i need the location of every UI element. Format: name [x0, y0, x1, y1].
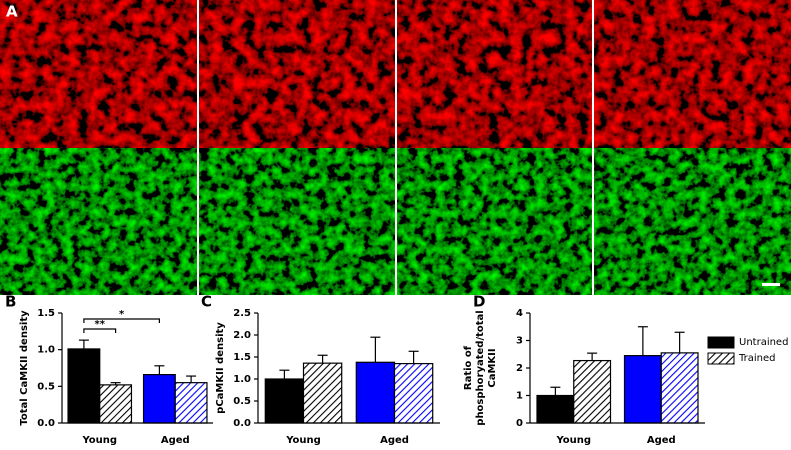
panel-label: C: [201, 293, 212, 311]
x-tick-label: Aged: [647, 435, 676, 446]
significance-bracket: [83, 318, 160, 323]
y-axis-label: CaMKII: [487, 348, 498, 387]
bar: [393, 363, 434, 424]
y-axis-label: pCaMKII density: [215, 322, 226, 414]
panel-label: A: [6, 3, 18, 21]
y-axis-label: Ratio of: [463, 345, 474, 390]
micrographs: A: [0, 0, 791, 295]
x-tick-label: Aged: [380, 435, 409, 446]
divider: [197, 0, 199, 295]
divider: [395, 0, 397, 295]
y-axis-label: phosphoryated/total: [475, 310, 486, 425]
significance-label: *: [119, 309, 125, 320]
divider: [592, 0, 594, 295]
bar: [99, 384, 133, 424]
significance-bracket: [83, 328, 117, 333]
significance-label: **: [95, 319, 106, 330]
bar: [573, 359, 612, 424]
y-tick-label: 0.5: [37, 381, 55, 392]
y-tick-label: 1.5: [37, 308, 55, 319]
bar: [623, 355, 662, 424]
bar: [142, 374, 176, 424]
y-tick-label: 2.5: [233, 308, 251, 319]
x-tick-label: Aged: [161, 435, 190, 446]
legend-label: Untrained: [739, 337, 788, 348]
y-tick-label: 0: [516, 418, 523, 429]
y-axis-label: Total CaMKII density: [19, 310, 30, 426]
y-tick-label: 1.0: [233, 374, 251, 385]
y-tick-label: 1.5: [233, 352, 251, 363]
y-tick-label: 0.5: [233, 396, 251, 407]
bar: [264, 378, 305, 424]
y-tick-label: 0.0: [37, 418, 55, 429]
y-tick-label: 4: [516, 308, 523, 319]
legend-swatch: [707, 352, 735, 365]
x-tick-label: Young: [81, 435, 117, 446]
scale-bar: [762, 283, 780, 286]
bar: [174, 382, 208, 424]
legend-label: Trained: [738, 353, 776, 364]
y-tick-label: 3: [516, 336, 523, 347]
bar: [536, 394, 575, 424]
x-tick-label: Young: [285, 435, 321, 446]
x-tick-label: Young: [555, 435, 591, 446]
y-tick-label: 2: [516, 363, 523, 374]
y-tick-label: 0.0: [233, 418, 251, 429]
bar: [67, 348, 101, 424]
panel-label: B: [5, 293, 16, 311]
bar: [302, 362, 343, 424]
y-tick-label: 1.0: [37, 345, 55, 356]
legend-swatch: [707, 336, 735, 349]
panel-label: D: [473, 293, 485, 311]
bar: [660, 352, 699, 424]
y-tick-label: 2.0: [233, 330, 251, 341]
y-tick-label: 1: [516, 391, 523, 402]
bar: [355, 361, 396, 424]
